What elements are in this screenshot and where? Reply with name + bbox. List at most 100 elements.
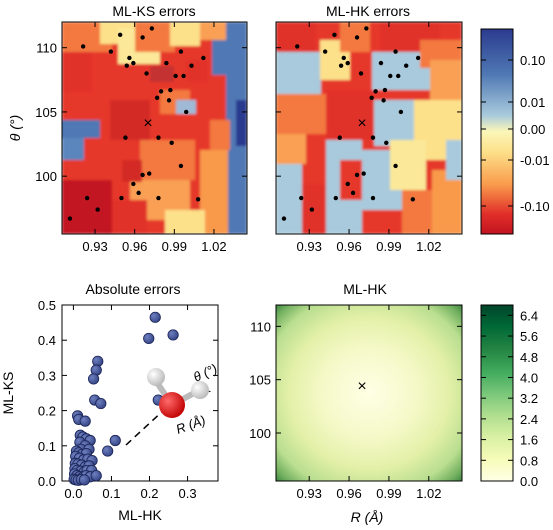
panel-absolute-errors: Absolute errors 0.0 0.1 0.2 0.3 0.0 0.1 0.2 0.3… [0,281,220,523]
colorbar-tick-label: 3.2 [520,391,538,406]
colorbar-tick-label: 2.4 [520,412,538,427]
training-point [332,32,337,38]
training-point [341,55,346,61]
training-point [95,207,100,212]
scatter-point [87,373,100,385]
colorbar-tick-label: 4.8 [520,350,538,365]
y-tick-label: 105 [249,373,271,388]
x-tick-label: 0.99 [376,239,401,254]
panel-ml-hk-surface: ML-HK × 0.93 0.96 0.99 1.02 100 105 110 R (Å) [249,281,463,525]
panel-b-title: ML-HK errors [326,3,410,19]
training-point [361,171,366,176]
training-point [358,71,364,76]
training-points [67,26,206,221]
training-point [410,197,416,202]
training-point [184,109,189,115]
colorbar-errors: 0.10 0.01 0.00 -0.01 -0.10 [480,28,550,235]
scatter-point [79,415,91,427]
training-point [354,172,360,178]
x-tick-label: 0.96 [336,486,361,501]
training-point [189,63,194,68]
training-point [156,195,161,201]
training-point [156,135,161,140]
y-tick-label: 110 [36,41,57,56]
y-tick-label: 0.1 [38,439,56,454]
x-tick-label: 0.1 [102,486,120,501]
training-point [147,171,152,176]
colorbar-tick-label: 0.00 [520,122,545,137]
x-tick-label: 0.0 [64,486,82,501]
training-point [384,140,389,145]
training-point [178,49,184,54]
colorbar-tick-label: 5.6 [520,329,538,344]
annotation-r: R (Å) [174,412,208,436]
x-tick-label: 0.2 [140,486,158,501]
training-point [136,190,141,196]
training-point [369,95,374,101]
colorbar-energy: 6.4 5.6 4.8 4.0 3.2 2.4 1.6 0.8 0.0 [480,304,538,489]
training-point [84,195,90,201]
training-point [108,49,114,54]
x-tick-label: 1.02 [416,486,441,501]
training-point [364,26,369,31]
x-tick-label: 0.93 [297,486,322,501]
training-point [350,190,356,196]
training-point [123,135,128,140]
colorbar-tick-label: 6.4 [520,308,538,323]
panel-a-title: ML-KS errors [112,3,195,19]
x-tick-label: 0.93 [82,239,107,254]
y-tick-label: 0.4 [38,333,56,348]
training-point [166,98,172,103]
panel-d-title: ML-HK [343,281,387,297]
panel-c-x-axis-label: ML-HK [118,507,162,523]
panel-a-y-axis-label: θ (°) [7,115,23,141]
x-tick-label: 0.96 [336,239,361,254]
colorbar-energy-ticks: 6.4 5.6 4.8 4.0 3.2 2.4 1.6 0.8 0.0 [481,308,538,489]
training-point [164,60,169,66]
panel-a-heatmap [62,22,247,234]
colorbar-tick-label: 4.0 [520,370,538,385]
training-point [295,44,300,49]
training-point [388,73,393,79]
x-tick-label: 0.96 [122,239,147,254]
x-tick-label: 1.02 [416,239,441,254]
training-point [338,63,344,68]
colorbar-tick-label: 1.6 [520,433,538,448]
training-point [393,49,398,54]
y-tick-label: 110 [250,319,271,334]
training-point [309,207,315,212]
training-point [381,98,386,103]
training-point [398,109,404,115]
training-point [168,87,173,93]
panel-d-marker: × [357,378,366,395]
training-point [370,135,376,140]
training-point [345,60,350,66]
training-point [173,73,178,79]
training-point [354,35,360,40]
panel-b-marker: × [357,115,366,132]
training-point [131,181,136,187]
training-point [131,60,136,66]
training-point [370,195,376,201]
training-point [415,55,421,61]
training-points [281,26,421,221]
x-tick-label: 0.3 [179,486,197,501]
water-molecule-illustration: θ (°) R (Å) [125,361,220,446]
training-point [169,140,174,145]
training-point [201,55,206,61]
panel-d-x-axis-label: R (Å) [351,509,384,525]
colorbar-tick-label: -0.10 [520,199,550,214]
y-tick-label: 0.5 [38,298,56,313]
scatter-point [149,311,161,323]
scatter-point [102,445,114,457]
panel-b-axes: 0.93 0.96 0.99 1.02 [276,22,462,254]
colorbar-tick-label: 0.10 [520,53,545,68]
scatter-points [68,311,179,486]
scatter-point [167,329,179,341]
training-point [345,181,350,187]
training-point [149,26,155,31]
x-tick-label: 1.02 [201,239,226,254]
training-point [181,73,186,79]
training-point [67,216,73,221]
